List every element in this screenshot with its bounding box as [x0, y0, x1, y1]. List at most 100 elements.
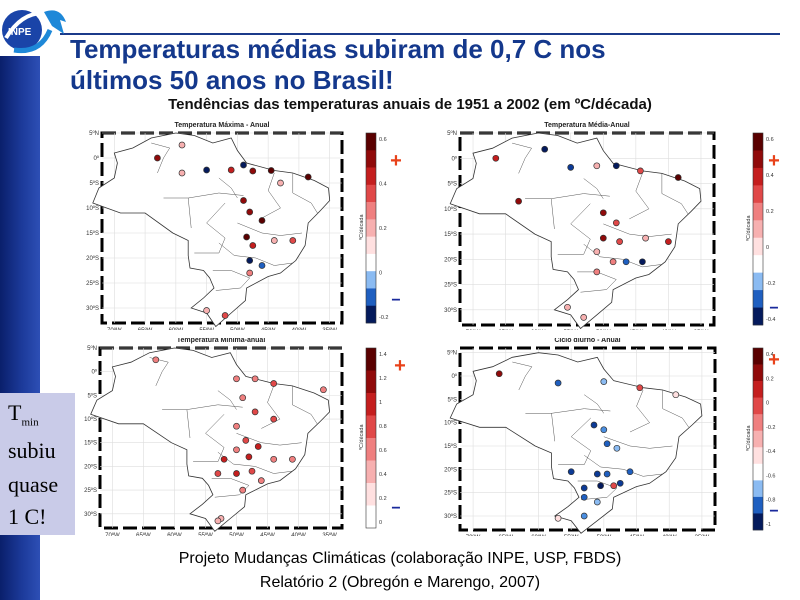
colorbar-tick-label: 0 [766, 401, 769, 407]
colorbar-tick-label: 0.4 [766, 173, 774, 179]
station-marker [567, 468, 575, 476]
state-border [584, 455, 663, 477]
colorbar-tick-label: 0.2 [766, 376, 774, 382]
station-marker [203, 307, 210, 314]
station-marker [515, 197, 522, 205]
station-marker [564, 303, 571, 311]
station-marker [257, 477, 265, 484]
station-marker [603, 440, 611, 448]
station-marker [267, 167, 275, 174]
colorbar-tick-label: -0.8 [766, 498, 775, 504]
station-marker [622, 258, 630, 266]
station-marker [567, 164, 575, 171]
state-border [662, 390, 690, 428]
lat-tick-label: 25ºS [444, 282, 457, 289]
brazil-outline [449, 352, 703, 534]
lon-tick-label: 65ºW [136, 532, 151, 536]
colorbar-tick-label: 0.8 [379, 424, 387, 430]
colorbar-segment [753, 447, 763, 465]
lat-tick-label: 0º [91, 369, 97, 376]
colorbar-label: ºC/década [358, 424, 365, 450]
station-marker [249, 167, 257, 175]
colorbar-segment [753, 237, 763, 256]
station-marker [240, 161, 247, 169]
lon-tick-label: 45ºW [629, 534, 644, 536]
state-border [558, 417, 592, 465]
lon-tick-label: 60ºW [169, 327, 184, 330]
station-marker [270, 455, 278, 463]
lon-tick-label: 35ºW [322, 327, 337, 330]
station-marker [245, 453, 253, 461]
colorbar-segment [366, 167, 376, 186]
lat-tick-label: 15ºS [84, 440, 97, 447]
state-border [512, 361, 533, 391]
station-marker [239, 486, 247, 494]
tmin-note-line4: 1 C! [8, 504, 47, 529]
plus-sign: + [768, 349, 780, 371]
station-marker [270, 415, 278, 423]
minus-sign: − [769, 300, 778, 317]
station-marker [154, 154, 161, 162]
lon-tick-label: 40ºW [661, 329, 676, 330]
colorbar-tick-label: 0.6 [379, 448, 387, 454]
lon-tick-label: 55ºW [198, 532, 213, 536]
inpe-logo-icon: INPE [2, 10, 66, 54]
colorbar-tick-label: -0.6 [766, 473, 775, 479]
station-marker [593, 470, 601, 478]
tmin-subscript: min [21, 416, 39, 429]
lat-tick-label: 5ºN [89, 130, 99, 137]
lon-tick-label: 55ºW [564, 534, 579, 536]
station-marker [249, 242, 257, 249]
colorbar-segment [753, 364, 763, 382]
lat-tick-label: 15ºS [86, 230, 99, 237]
state-border [162, 409, 191, 439]
colorbar-tick-label: -0.2 [379, 315, 388, 321]
state-border [584, 394, 605, 414]
state-border [261, 172, 281, 219]
station-marker [554, 514, 562, 522]
colorbar-tick-label: 1 [379, 400, 382, 406]
lon-tick-label: 55ºW [199, 327, 214, 330]
station-marker [580, 493, 588, 501]
panel-tmed: Temperatura Média-Anual 5ºN 0º 5ºS 10ºS 15ºS 2… [444, 122, 780, 330]
colorbar-segment [753, 202, 763, 221]
lat-tick-label: 5ºN [87, 345, 97, 352]
colorbar-frame [365, 132, 377, 324]
colorbar-tick-label: 0.6 [379, 137, 387, 143]
state-border [583, 178, 604, 199]
lat-tick-label: 5ºS [87, 392, 97, 399]
colorbar-tick-label: -0.2 [766, 425, 775, 431]
tmin-note: Tmin subiu quase 1 C! [0, 393, 75, 535]
station-marker [233, 422, 240, 430]
state-border [525, 198, 555, 230]
station-marker [233, 375, 240, 383]
lat-tick-label: 0º [93, 155, 99, 162]
lat-tick-label: 20ºS [444, 466, 457, 473]
station-marker [277, 179, 284, 187]
state-border [237, 222, 303, 236]
lat-tick-label: 5ºS [447, 181, 457, 188]
colorbar-segment [753, 133, 763, 151]
station-marker [233, 470, 240, 477]
station-marker [612, 219, 620, 227]
lon-tick-label: 50ºW [230, 327, 245, 330]
station-marker [152, 356, 160, 364]
lat-tick-label: 30ºS [444, 513, 457, 520]
colorbar-tick-label: -0.2 [766, 281, 775, 287]
lon-tick-label: 70ºW [107, 327, 122, 330]
station-marker [246, 257, 254, 264]
lon-tick-label: 50ºW [596, 329, 611, 330]
station-marker [600, 378, 608, 385]
station-marker [233, 446, 240, 454]
station-marker [580, 512, 588, 520]
colorbar-segment [366, 288, 376, 307]
colorbar-segment [753, 480, 763, 498]
lat-tick-label: 25ºS [84, 487, 97, 494]
station-marker [178, 169, 186, 177]
station-marker [616, 479, 624, 487]
minus-sign: − [391, 292, 400, 309]
colorbar-segment [366, 348, 376, 371]
lon-tick-label: 45ºW [629, 329, 644, 330]
station-marker [612, 162, 620, 170]
state-border [236, 433, 302, 446]
